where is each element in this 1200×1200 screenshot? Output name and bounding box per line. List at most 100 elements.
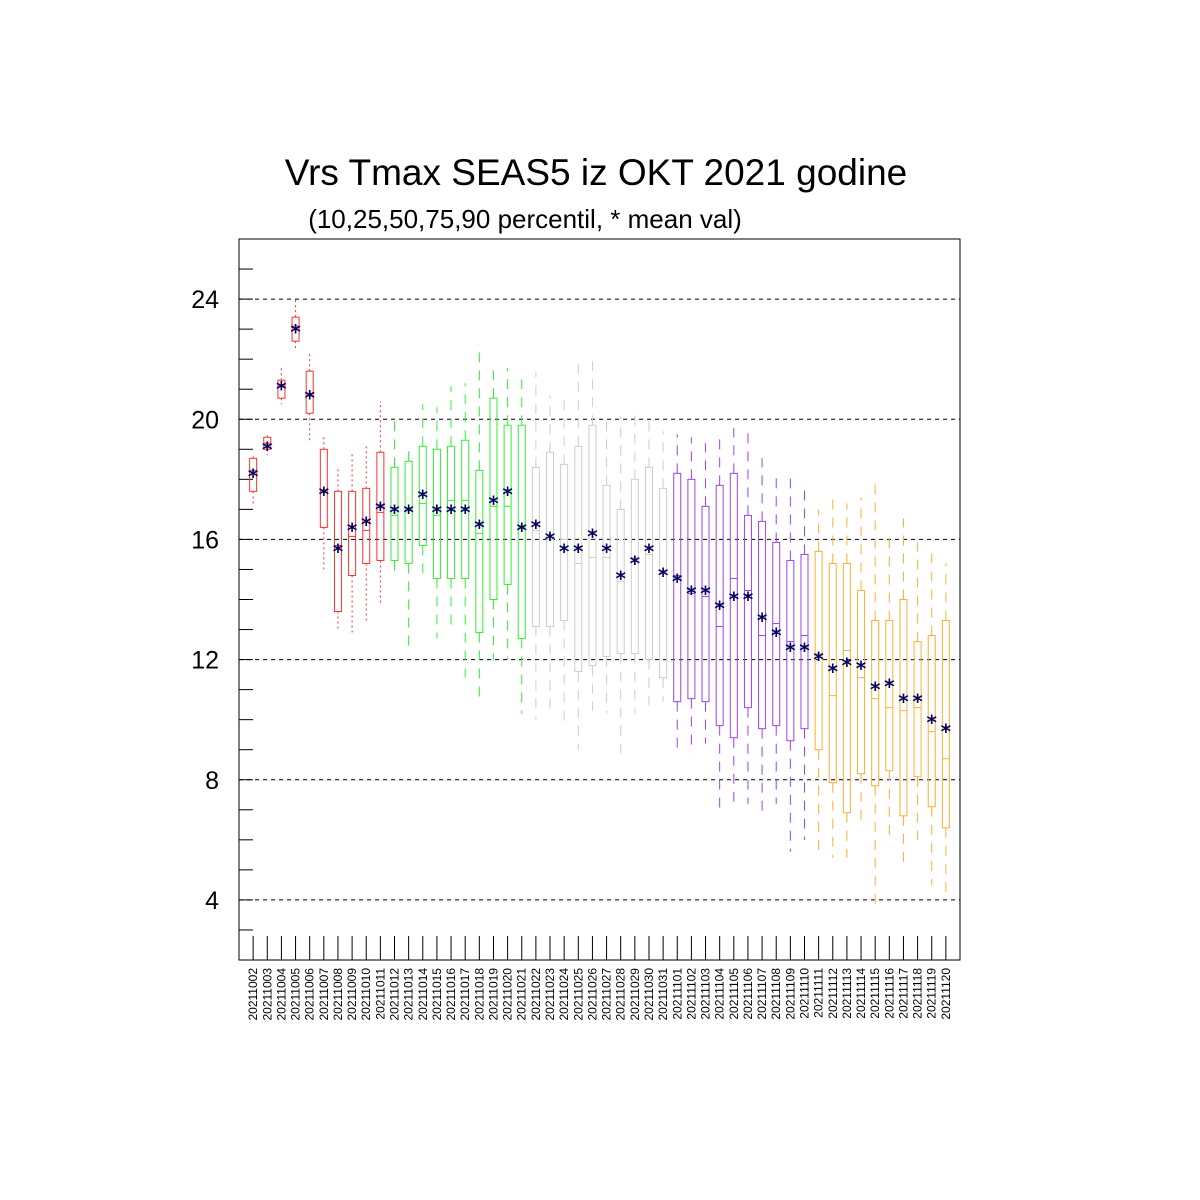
mean-marker: * — [898, 690, 909, 714]
mean-marker: * — [460, 500, 471, 524]
x-tick-label: 20211004 — [274, 968, 288, 1021]
x-axis: 20211002 20211003 20211004 20211005 20211006… — [246, 936, 953, 1021]
box-iqr — [800, 553, 809, 730]
mean-marker: * — [276, 377, 287, 401]
mean-marker: * — [559, 539, 570, 563]
box-20211030 — [644, 416, 653, 711]
x-tick-label: 20211104 — [713, 968, 727, 1020]
mean-marker: * — [319, 482, 330, 506]
box-iqr — [701, 505, 710, 703]
x-tick-label: 20211012 — [388, 968, 402, 1021]
x-tick-label: 20211106 — [741, 968, 755, 1020]
mean-marker: * — [502, 482, 513, 506]
x-tick-label: 20211020 — [501, 968, 515, 1021]
box-iqr — [517, 424, 526, 640]
box-20211010 — [362, 446, 371, 621]
mean-marker: * — [333, 539, 344, 563]
box-iqr — [333, 490, 342, 613]
x-tick-label: 20211116 — [882, 968, 896, 1019]
box-iqr — [461, 439, 470, 579]
x-tick-label: 20211028 — [614, 968, 628, 1021]
box-iqr — [786, 559, 795, 742]
box-20211021 — [517, 377, 526, 714]
x-tick-label: 20211007 — [317, 968, 331, 1021]
box-20211020 — [503, 368, 512, 660]
box-20211016 — [447, 386, 456, 627]
box-20211017 — [461, 383, 470, 678]
mean-marker: * — [658, 563, 669, 587]
box-20211102 — [687, 437, 696, 753]
box-iqr — [503, 424, 512, 585]
mean-marker: * — [573, 539, 584, 563]
mean-marker: * — [432, 500, 443, 524]
box-20211113 — [842, 503, 851, 858]
mean-marker: * — [403, 500, 414, 524]
x-tick-label: 20211005 — [289, 968, 303, 1021]
mean-marker: * — [304, 386, 315, 410]
mean-marker: * — [926, 711, 937, 735]
box-iqr — [814, 550, 823, 751]
box-iqr — [447, 445, 456, 579]
box-iqr — [871, 620, 880, 787]
x-tick-label: 20211120 — [939, 968, 953, 1020]
box-20211106 — [743, 428, 752, 804]
mean-marker: * — [700, 581, 711, 605]
box-iqr — [305, 370, 314, 414]
mean-marker: * — [771, 624, 782, 648]
box-20211014 — [418, 404, 427, 576]
x-tick-label: 20211118 — [911, 968, 925, 1019]
box-20211005 — [291, 299, 300, 351]
box-20211003 — [263, 434, 272, 456]
mean-marker: * — [389, 500, 400, 524]
box-iqr — [729, 472, 738, 739]
mean-marker: * — [941, 720, 952, 744]
box-20211029 — [630, 410, 639, 714]
y-tick-label: 12 — [191, 647, 219, 675]
box-iqr — [828, 562, 837, 784]
x-tick-label: 20211107 — [755, 968, 769, 1020]
box-20211111 — [814, 509, 823, 852]
box-20211019 — [489, 365, 498, 660]
x-tick-label: 20211115 — [868, 968, 882, 1019]
box-iqr — [913, 641, 922, 778]
x-tick-label: 20211117 — [896, 968, 910, 1019]
mean-marker: * — [347, 518, 358, 542]
box-iqr — [772, 541, 781, 727]
x-tick-label: 20211109 — [783, 968, 797, 1020]
box-20211115 — [871, 482, 880, 909]
box-iqr — [927, 635, 936, 808]
mean-marker: * — [813, 648, 824, 672]
y-tick-label: 4 — [205, 887, 219, 915]
mean-marker: * — [517, 518, 528, 542]
box-20211015 — [432, 407, 441, 639]
box-iqr — [630, 478, 639, 655]
x-tick-label: 20211108 — [769, 968, 783, 1020]
y-tick-label: 8 — [205, 767, 219, 795]
mean-marker: * — [615, 566, 626, 590]
x-tick-label: 20211022 — [529, 968, 543, 1021]
box-20211104 — [715, 437, 724, 813]
box-series — [249, 299, 950, 909]
mean-marker: * — [601, 539, 612, 563]
box-20211009 — [348, 452, 357, 633]
box-iqr — [560, 463, 569, 622]
box-iqr — [277, 379, 286, 399]
mean-marker: * — [630, 551, 641, 575]
mean-marker: * — [672, 569, 683, 593]
mean-marker: * — [729, 587, 740, 611]
mean-marker: * — [757, 609, 768, 633]
box-iqr — [432, 448, 441, 579]
box-20211013 — [404, 443, 413, 648]
box-20211105 — [729, 428, 738, 804]
box-20211107 — [758, 458, 767, 813]
mean-marker: * — [870, 678, 881, 702]
mean-marker: * — [531, 515, 542, 539]
x-tick-label: 20211015 — [430, 968, 444, 1021]
box-iqr — [418, 445, 427, 546]
box-20211004 — [277, 365, 286, 405]
y-tick-label: 16 — [191, 526, 219, 554]
box-iqr — [404, 460, 413, 564]
x-tick-label: 20211006 — [303, 968, 317, 1021]
mean-marker: * — [418, 485, 429, 509]
x-tick-label: 20211003 — [260, 968, 274, 1021]
